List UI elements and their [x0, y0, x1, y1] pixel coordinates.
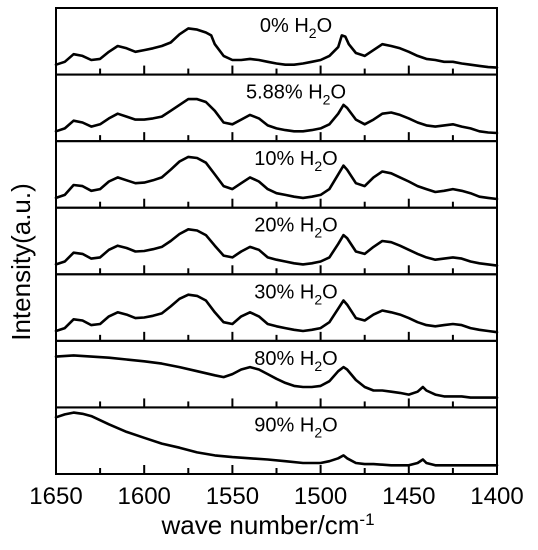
- y-axis-label: Intensity(a.u.): [6, 183, 36, 341]
- panel-label-text: O: [317, 15, 333, 37]
- spectrum-line: [54, 97, 499, 135]
- panel-label-text: 20% H: [254, 215, 314, 237]
- panel-3: 20% H2O: [54, 206, 499, 276]
- panel-4: 30% H2O: [54, 273, 499, 342]
- spectrum-line: [54, 293, 499, 334]
- panel-label: 80% H2O: [254, 348, 337, 374]
- spectrum-line: [54, 155, 499, 201]
- x-ticks: 1650 1600 1550 1500 1450 1400: [29, 483, 523, 510]
- x-tick-label: 1650: [29, 483, 82, 510]
- panel-label: 90% H2O: [254, 414, 337, 440]
- panel-label-subscript: 2: [314, 291, 322, 307]
- panel-0: 0% H2O: [54, 7, 499, 76]
- panel-label-text: O: [330, 82, 346, 104]
- x-tick-label: 1500: [294, 483, 347, 510]
- panel-label-subscript: 2: [314, 225, 322, 241]
- x-tick-label: 1400: [470, 483, 523, 510]
- spectrum-line: [54, 354, 499, 399]
- x-tick-label: 1600: [118, 483, 171, 510]
- panel-6: 90% H2O: [54, 406, 499, 475]
- panel-label: 10% H2O: [254, 148, 337, 174]
- x-tick-label: 1450: [382, 483, 435, 510]
- panel-label-text: 30% H: [254, 281, 314, 303]
- x-axis-label-superscript: -1: [359, 510, 374, 529]
- panel-label-subscript: 2: [314, 424, 322, 440]
- panel-label-text: 80% H: [254, 348, 314, 370]
- panel-label-text: O: [322, 281, 338, 303]
- panel-label-text: O: [322, 215, 338, 237]
- panel-label-text: 90% H: [254, 414, 314, 436]
- spectrum-line: [54, 228, 499, 267]
- panel-label-subscript: 2: [314, 358, 322, 374]
- panel-5: 80% H2O: [54, 339, 499, 409]
- x-tick-label: 1550: [206, 483, 259, 510]
- panel-label-text: 5.88% H: [246, 82, 323, 104]
- x-axis-label-main: wave number/cm: [160, 510, 359, 540]
- spectrum-line: [54, 411, 499, 467]
- spectrum-line: [54, 27, 499, 69]
- panel-1: 5.88% H2O: [54, 73, 499, 143]
- panel-label: 30% H2O: [254, 281, 337, 307]
- panel-label-text: O: [322, 348, 338, 370]
- panel-label-subscript: 2: [323, 92, 331, 108]
- panel-label-text: 10% H: [254, 148, 314, 170]
- panel-label-subscript: 2: [309, 25, 317, 41]
- panel-label-text: O: [322, 414, 338, 436]
- panel-2: 10% H2O: [54, 140, 499, 209]
- panel-label-text: O: [322, 148, 338, 170]
- panel-label-text: 0% H: [260, 15, 309, 37]
- x-axis-label: wave number/cm-1: [160, 510, 374, 541]
- panel-label: 5.88% H2O: [246, 82, 346, 108]
- panel-label: 0% H2O: [260, 15, 332, 41]
- panel-label: 20% H2O: [254, 215, 337, 241]
- panel-label-subscript: 2: [314, 158, 322, 174]
